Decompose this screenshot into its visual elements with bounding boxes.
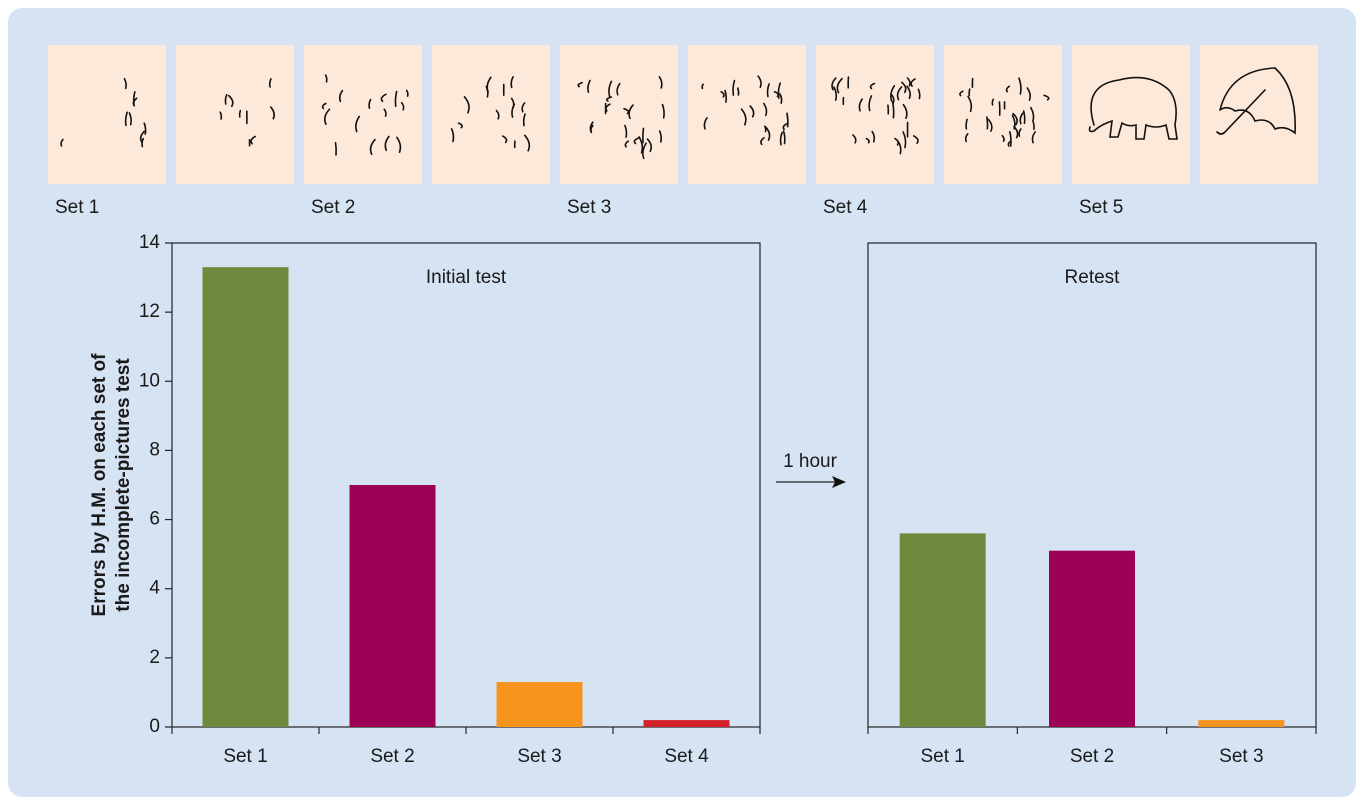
sketch-stroke <box>992 99 993 105</box>
sketch-stroke <box>702 84 703 88</box>
bar <box>350 485 436 727</box>
x-tick-label: Set 2 <box>370 746 414 767</box>
picture-panel <box>1072 45 1190 184</box>
picture-panel <box>560 45 678 184</box>
set-label: Set 5 <box>1079 197 1123 218</box>
y-tick-label: 10 <box>139 370 160 391</box>
set-label: Set 2 <box>311 197 355 218</box>
y-tick-label: 12 <box>139 301 160 322</box>
x-tick-label: Set 1 <box>920 746 964 767</box>
sketch-stroke <box>336 143 337 155</box>
x-tick-label: Set 3 <box>517 746 561 767</box>
y-tick-label: 8 <box>149 439 160 460</box>
picture-panel <box>304 45 422 184</box>
annotation: 1 hour <box>783 451 838 472</box>
sketch-stroke <box>240 111 241 117</box>
y-tick-label: 14 <box>139 232 161 253</box>
bar <box>1198 720 1284 727</box>
picture-panel <box>688 45 806 184</box>
x-tick-label: Set 4 <box>664 746 709 767</box>
bar <box>497 682 583 727</box>
set-label: Set 1 <box>55 197 99 218</box>
bar <box>644 720 730 727</box>
sketch-stroke <box>969 89 970 95</box>
sketch-stroke <box>738 88 739 95</box>
set-label: Set 3 <box>567 197 611 218</box>
x-tick-label: Set 3 <box>1219 746 1263 767</box>
y-tick-label: 2 <box>149 647 160 668</box>
y-tick-label: 0 <box>149 716 160 737</box>
chart-title: Initial test <box>426 267 507 288</box>
sketch-stroke <box>643 128 644 142</box>
sketch-stroke <box>966 119 967 128</box>
sketch-stroke <box>1033 123 1034 130</box>
picture-panel <box>48 45 166 184</box>
picture-panel <box>1200 45 1318 184</box>
picture-panel <box>816 45 934 184</box>
y-tick-label: 6 <box>149 509 160 530</box>
y-axis-label: Errors by H.M. on each set of <box>89 353 110 617</box>
y-tick-label: 4 <box>149 578 160 599</box>
picture-panel <box>176 45 294 184</box>
set-label: Set 4 <box>823 197 868 218</box>
bar <box>900 533 986 727</box>
sketch-stroke <box>987 117 988 129</box>
y-axis-label: the incomplete-pictures test <box>113 358 134 612</box>
x-tick-label: Set 2 <box>1070 746 1114 767</box>
bar <box>1049 551 1135 727</box>
x-tick-label: Set 1 <box>223 746 267 767</box>
picture-panel <box>432 45 550 184</box>
bar <box>203 267 289 727</box>
sketch-stroke <box>787 113 788 126</box>
chart-title: Retest <box>1065 267 1121 288</box>
picture-panel <box>944 45 1062 184</box>
sketch-stroke <box>765 126 766 131</box>
